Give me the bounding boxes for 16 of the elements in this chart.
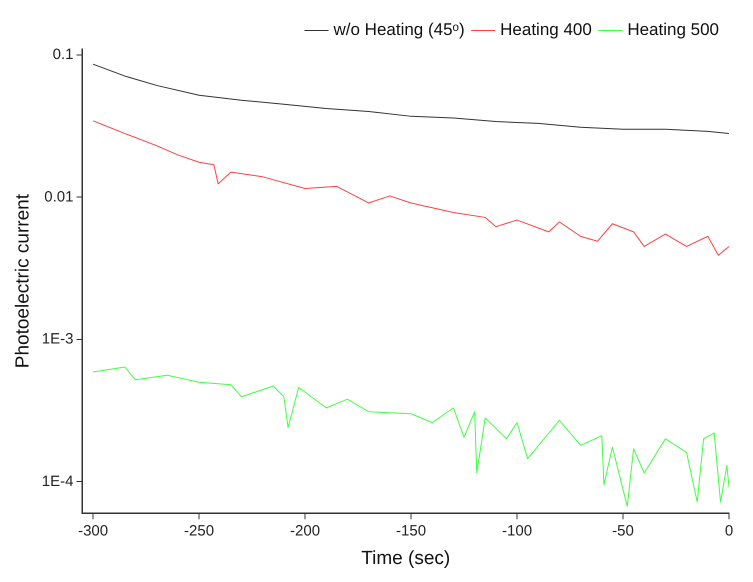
x-axis-title: Time (sec) — [361, 548, 450, 569]
y-axis-title: Photoelectric current — [12, 193, 34, 368]
x-tick-label: -250 — [184, 522, 214, 540]
y-tick-label: 1E-4 — [42, 472, 74, 490]
x-tick-label: -200 — [290, 522, 320, 540]
x-tick-label: -100 — [502, 522, 532, 540]
y-tick-label: 0.01 — [44, 188, 74, 206]
x-tick-label: 0 — [724, 522, 734, 540]
legend-label: w/o Heating (45ᵒ) — [332, 20, 465, 40]
x-tick-label: -300 — [78, 522, 108, 540]
y-tick-label: 1E-3 — [42, 330, 74, 348]
x-tick-label: -150 — [396, 522, 426, 540]
legend-label: Heating 500 — [627, 20, 720, 40]
y-tick-label: 0.1 — [52, 46, 74, 64]
x-tick-label: -50 — [612, 522, 634, 540]
legend-label: Heating 400 — [500, 20, 592, 40]
